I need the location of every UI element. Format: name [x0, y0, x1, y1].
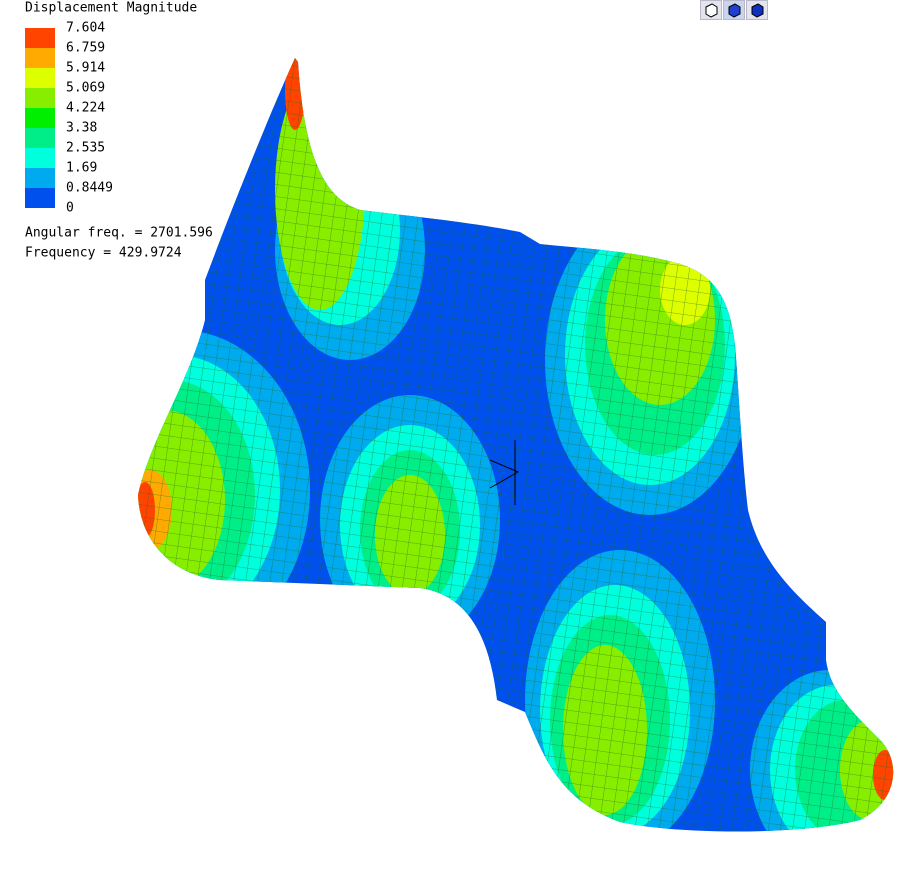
frequency: Frequency = 429.9724	[25, 246, 182, 261]
legend-swatch	[25, 28, 55, 48]
view-button[interactable]	[700, 0, 722, 20]
view-button[interactable]	[723, 0, 745, 20]
legend-swatch	[25, 88, 55, 108]
legend-label: 0	[66, 201, 74, 216]
axis-triad	[489, 440, 520, 505]
legend-label: 0.8449	[66, 181, 113, 196]
legend-title: Displacement Magnitude	[25, 1, 197, 16]
view-button[interactable]	[746, 0, 768, 20]
legend-label: 3.38	[66, 121, 97, 136]
legend-swatch	[25, 168, 55, 188]
legend-swatch	[25, 108, 55, 128]
legend-label: 5.914	[66, 61, 105, 76]
legend-swatch	[25, 128, 55, 148]
legend-label: 2.535	[66, 141, 105, 156]
legend-label: 4.224	[66, 101, 105, 116]
legend: 7.604 6.759 5.914 5.069 4.224 3.38 2.535 1.69 0.…	[25, 21, 113, 216]
legend-swatch	[25, 68, 55, 88]
legend-label: 5.069	[66, 81, 105, 96]
angular-freq: Angular freq. = 2701.596	[25, 226, 213, 241]
deformed-plate	[138, 58, 894, 832]
legend-label: 7.604	[66, 21, 105, 36]
legend-swatch	[25, 48, 55, 68]
legend-swatch	[25, 148, 55, 168]
legend-swatch	[25, 188, 55, 208]
legend-label: 6.759	[66, 41, 105, 56]
legend-label: 1.69	[66, 161, 97, 176]
